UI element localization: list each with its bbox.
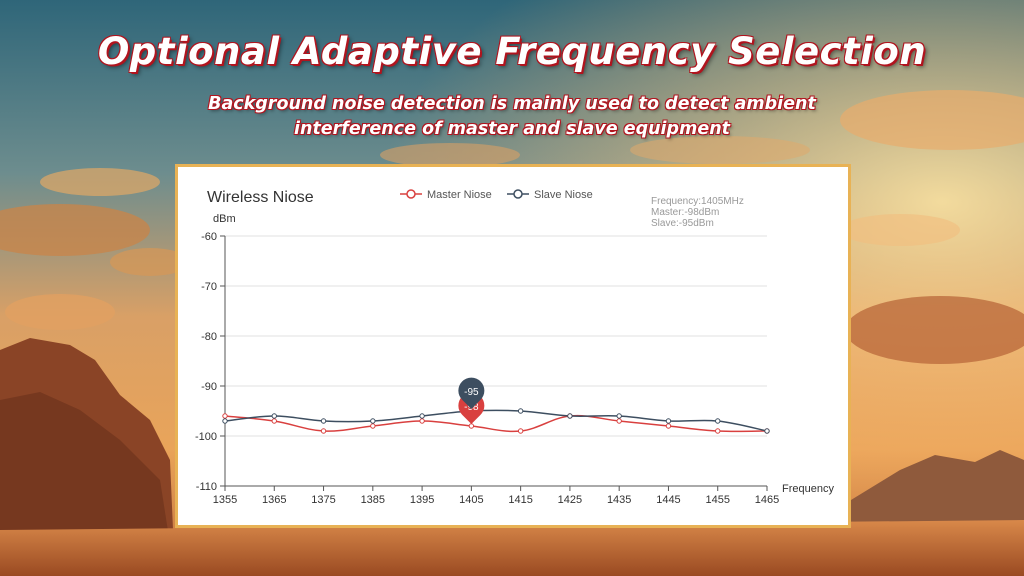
subtitle-line-1: Background noise detection is mainly use… — [208, 94, 816, 114]
x-tick-label: 1425 — [558, 494, 582, 506]
x-tick-label: 1375 — [311, 494, 335, 506]
y-axis-label: dBm — [213, 213, 236, 225]
markers: -98-95 — [458, 377, 485, 424]
data-point-master — [616, 418, 622, 424]
y-tick-label: -60 — [201, 231, 217, 243]
markpoint-slave: -95 — [458, 377, 485, 409]
y-tick-label: -90 — [201, 381, 217, 393]
x-tick-label: 1355 — [213, 494, 237, 506]
data-point-master — [517, 428, 524, 434]
series-line-slave — [224, 409, 768, 432]
y-tick-label: -100 — [195, 431, 217, 443]
data-point-master — [665, 423, 672, 429]
data-point-master — [222, 413, 228, 419]
legend-item-slave[interactable]: Slave Niose — [507, 189, 593, 201]
tooltip-master: Master:-98dBm — [651, 207, 719, 218]
y-tick-label: -110 — [196, 481, 217, 493]
x-tick-label: 1365 — [262, 494, 286, 506]
x-tick-label: 1385 — [361, 494, 385, 506]
x-tick-label: 1465 — [755, 494, 779, 506]
chart-panel: -60 -70 -80 -90 -100 -110 1355 1365 1375 1385 1395… — [175, 164, 851, 528]
cloud — [840, 214, 960, 246]
x-tick-label: 1405 — [459, 494, 483, 506]
cloud — [40, 168, 160, 196]
cloud — [0, 204, 150, 256]
series-line-master — [224, 414, 768, 433]
x-tick-label: 1395 — [410, 494, 434, 506]
x-tick-label: 1445 — [656, 494, 680, 506]
tooltip: Frequency:1405MHz Master:-98dBm Slave:-9… — [651, 196, 744, 229]
x-tick-label: 1415 — [508, 494, 532, 506]
data-point-slave — [370, 418, 376, 424]
subtitle-line-2: interference of master and slave equipme… — [293, 119, 731, 139]
tooltip-frequency: Frequency:1405MHz — [651, 196, 744, 207]
data-point-slave — [764, 428, 770, 434]
data-point-master — [271, 418, 277, 424]
legend-item-master[interactable]: Master Niose — [400, 189, 492, 201]
legend: Master Niose Slave Niose — [400, 189, 593, 201]
data-point-slave — [222, 418, 228, 424]
legend-label-slave: Slave Niose — [534, 189, 593, 201]
x-tick-label: 1435 — [607, 494, 631, 506]
data-point-slave — [616, 413, 622, 419]
y-tick-label: -80 — [201, 331, 217, 343]
cloud — [5, 294, 115, 330]
x-axis-label: Frequency — [782, 483, 834, 495]
cloud — [845, 296, 1024, 364]
data-point-master — [370, 423, 376, 429]
data-point-master — [715, 428, 721, 434]
cloud — [630, 136, 810, 164]
desert-floor — [0, 520, 1024, 576]
chart-title: Wireless Niose — [207, 189, 314, 206]
markpoint-slave-shape — [458, 377, 485, 409]
cloud — [840, 90, 1024, 150]
page-title: Optional Adaptive Frequency Selection — [97, 30, 927, 73]
data-point-master — [419, 418, 425, 424]
data-point-slave — [517, 408, 524, 414]
legend-label-master: Master Niose — [427, 189, 492, 201]
markpoint-slave-label: -95 — [464, 387, 479, 398]
cloud — [110, 248, 190, 276]
tooltip-slave: Slave:-95dBm — [651, 218, 714, 229]
cloud — [380, 143, 520, 167]
legend-swatch-slave-dot — [513, 189, 523, 199]
data-point-slave — [665, 418, 672, 424]
grid — [225, 235, 767, 437]
data-point-slave — [419, 413, 425, 419]
data-point-slave — [567, 413, 573, 419]
data-point-slave — [320, 418, 327, 424]
legend-swatch-master-dot — [406, 189, 416, 199]
y-tick-label: -70 — [201, 281, 217, 293]
data-point-slave — [715, 418, 721, 424]
data-point-slave — [271, 413, 277, 419]
series — [222, 408, 770, 434]
data-point-master — [468, 423, 475, 429]
data-point-master — [320, 428, 327, 434]
x-tick-label: 1455 — [705, 494, 729, 506]
